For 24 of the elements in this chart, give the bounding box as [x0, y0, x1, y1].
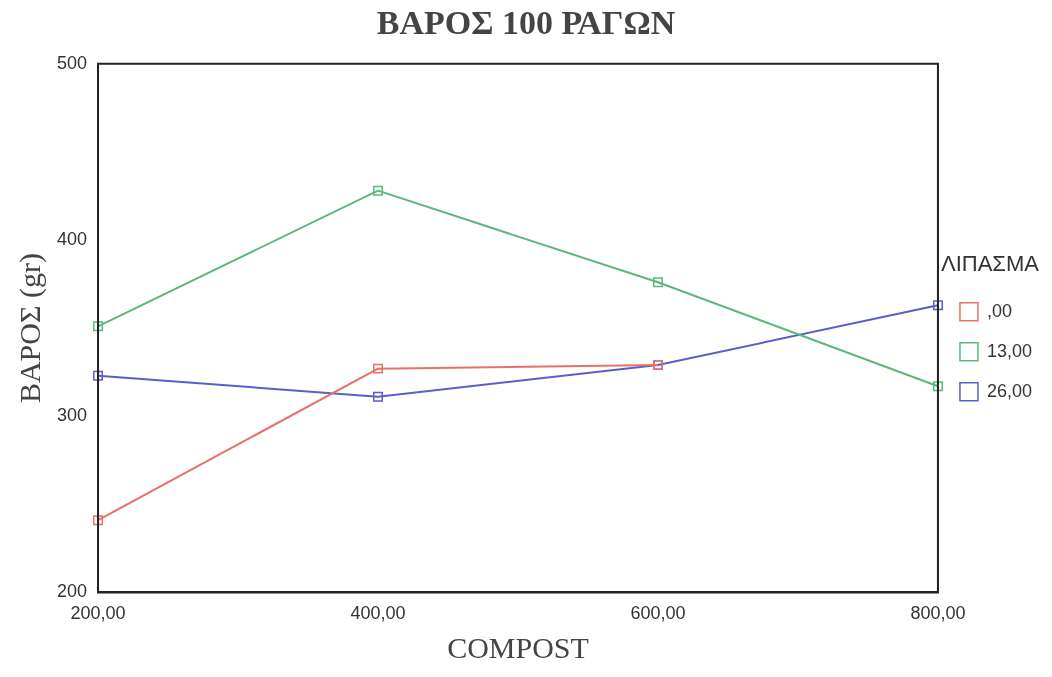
y-axis-title: ΒΑΡΟΣ (gr)	[12, 253, 47, 404]
point	[373, 185, 383, 196]
point	[93, 321, 104, 332]
point	[932, 381, 943, 392]
point	[373, 391, 383, 402]
y-tick-label: 200	[56, 581, 88, 602]
legend-label: 13,00	[986, 340, 1032, 361]
point	[932, 300, 943, 311]
legend-title: ΛΙΠΑΣΜΑ	[940, 251, 1040, 277]
x-tick-label: 200,00	[70, 603, 126, 624]
legend-label: ,00	[986, 300, 1012, 321]
chart-title: ΒΑΡΟΣ 100 ΡΑΓΩΝ	[376, 4, 676, 42]
point	[93, 515, 104, 526]
y-tick-label: 300	[56, 405, 88, 426]
x-tick-label: 600,00	[630, 603, 686, 624]
x-tick-label: 400,00	[350, 603, 406, 624]
y-tick-label: 400	[56, 228, 88, 249]
point	[373, 363, 383, 374]
legend-label: 26,00	[986, 380, 1032, 401]
point	[93, 370, 104, 381]
x-tick-label: 800,00	[910, 603, 966, 624]
point	[652, 277, 663, 288]
x-axis-title: COMPOST	[447, 630, 589, 664]
y-tick-label: 500	[56, 52, 88, 73]
